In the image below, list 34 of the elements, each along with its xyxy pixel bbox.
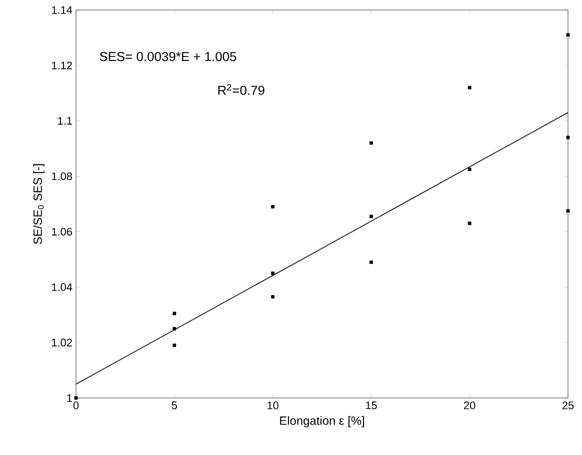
point <box>566 33 570 37</box>
x-tick-label: 0 <box>73 402 79 410</box>
point <box>370 141 373 145</box>
point <box>271 295 274 299</box>
point <box>271 205 274 208</box>
point <box>566 136 570 140</box>
y-tick-label: 1.08 <box>52 172 72 180</box>
x-axis-title: Elongation ε [%] <box>280 416 364 428</box>
point <box>370 260 373 264</box>
y-tick-label: 1.04 <box>52 283 72 292</box>
x-tick-label: 25 <box>562 402 574 410</box>
point <box>172 312 176 316</box>
x-tick-label: 15 <box>366 402 377 410</box>
point <box>468 222 472 226</box>
point <box>370 214 373 218</box>
point <box>172 327 176 330</box>
x-tick-label: 5 <box>172 402 177 410</box>
point <box>468 168 472 172</box>
annotation: R$^{2}$=0.79 <box>218 84 264 95</box>
point <box>271 272 274 275</box>
y-tick-label: 1.06 <box>52 228 72 236</box>
x-tick-label: 20 <box>464 402 476 410</box>
point <box>74 396 78 400</box>
y-tick-label: 1.14 <box>52 6 72 14</box>
y-tick-label: 1.02 <box>52 338 72 346</box>
x-tick-label: 10 <box>268 402 278 410</box>
y-tick-label: 1.1 <box>58 117 72 125</box>
point <box>566 209 570 213</box>
y-tick-label: 1.12 <box>52 62 72 70</box>
point <box>172 344 176 348</box>
point <box>468 86 472 90</box>
y-axis-title: SE/SE$_{0}$ SES [-] <box>33 164 44 244</box>
annotation: SES= 0.0039*E + 1.005 <box>100 52 236 62</box>
y-tick-label: 1 <box>67 394 72 402</box>
